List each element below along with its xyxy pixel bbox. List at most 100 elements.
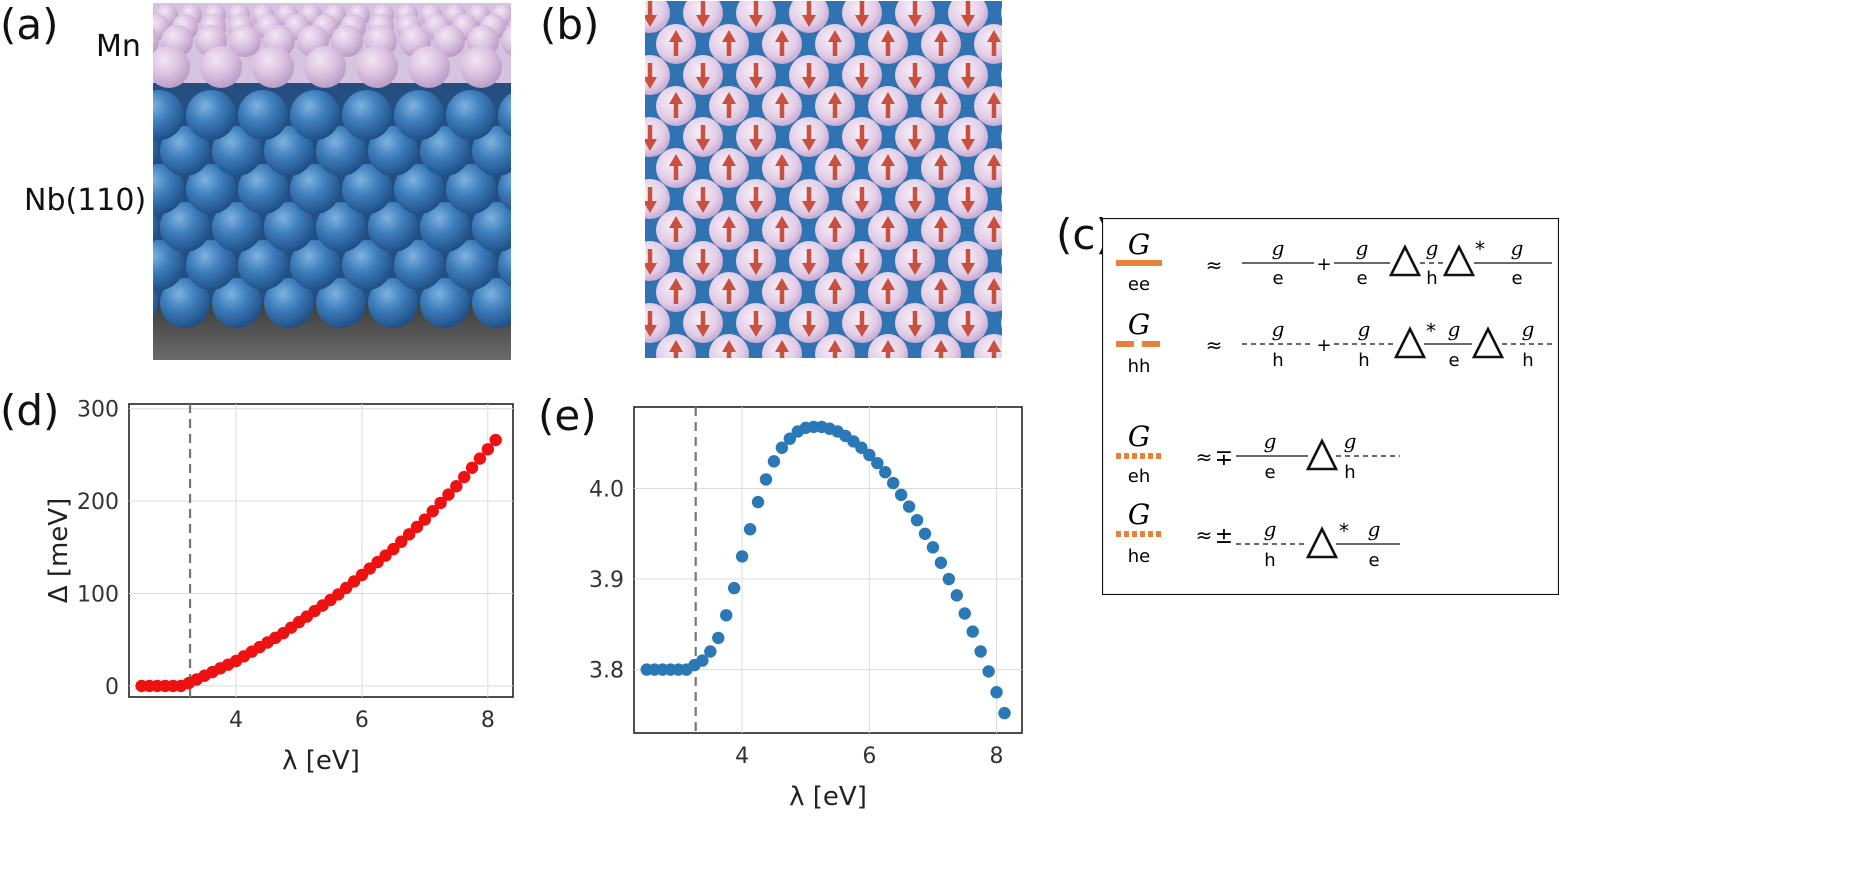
nb-atom [316, 126, 366, 176]
g-hh-symbol: G [1128, 308, 1150, 341]
x-tick-label: 6 [355, 708, 369, 733]
nb-atom [498, 167, 511, 211]
mn-site [1001, 68, 1002, 82]
data-point [950, 589, 964, 602]
gee-t3-h: h [1426, 268, 1437, 289]
data-point [473, 452, 487, 465]
data-point [871, 456, 884, 470]
mn-atom [331, 25, 363, 57]
arrow-head [749, 325, 763, 337]
plot-area [633, 406, 1023, 734]
data-point [886, 476, 900, 490]
data-point [712, 631, 725, 645]
data-point [958, 607, 971, 620]
ghe-approx: ≈ [1196, 523, 1213, 547]
arrow-head [987, 30, 1001, 42]
y-axis-label: Δ [meV] [44, 498, 74, 603]
panel-b-label: (b) [540, 0, 600, 49]
nb-atom [394, 90, 444, 140]
nb-atom [368, 278, 418, 328]
nb-atom [212, 278, 262, 328]
nb-atom [238, 90, 288, 140]
nb-atom [160, 202, 210, 252]
mn-atom [304, 46, 346, 88]
arrow-head [908, 139, 922, 151]
data-point [450, 480, 463, 493]
data-point [434, 496, 447, 510]
nb-atom [186, 90, 236, 140]
arrow-head [802, 325, 816, 337]
nb-atom [153, 212, 158, 242]
data-point [775, 441, 789, 454]
arrow-head [961, 201, 975, 213]
nb-atom [472, 126, 511, 176]
arrow-head [961, 15, 975, 27]
nb-atom [342, 240, 392, 290]
gee-t3-g: g [1426, 236, 1439, 260]
data-point [751, 495, 765, 509]
data-point [998, 706, 1011, 720]
arrow-head [749, 77, 763, 89]
x-tick-label: 4 [735, 744, 749, 769]
arrow-head [908, 15, 922, 27]
arrow-head [802, 77, 816, 89]
data-point [990, 686, 1003, 699]
nb-atom [153, 90, 184, 140]
ghh-plus: + [1316, 335, 1331, 356]
nb-atom [472, 202, 511, 252]
arrow-head [934, 92, 948, 104]
nb-atom [498, 93, 511, 137]
plot-area [128, 403, 514, 698]
arrow-head [645, 77, 657, 89]
nb-atom [368, 126, 418, 176]
data-point [489, 433, 502, 447]
data-point [727, 581, 741, 595]
ghe-subscript: he [1128, 546, 1150, 567]
mn-atom [153, 28, 159, 54]
nb-atom [342, 90, 392, 140]
nb-atom [342, 164, 392, 214]
arrow-head [855, 201, 869, 213]
y-tick-label: 3.8 [589, 659, 624, 684]
nb-atom [238, 240, 288, 290]
arrow-head [908, 263, 922, 275]
data-point [387, 542, 400, 556]
row-gee: G ee ≈ g e + g e g h * g e [1116, 228, 1552, 295]
arrow-head [881, 216, 895, 228]
data-point [410, 520, 424, 534]
nb-atom [368, 202, 418, 252]
y-tick-label: 300 [77, 398, 119, 423]
ghe-t2-g: g [1368, 517, 1381, 541]
nb-layer-label: Nb(110) [24, 183, 147, 218]
data-point [767, 455, 781, 468]
arrow-head [881, 340, 895, 352]
arrow-head [881, 30, 895, 42]
mn-atom [229, 25, 261, 57]
arrow-head [669, 154, 683, 166]
data-point [926, 541, 940, 554]
y-axis-label: mz [μB] [560, 524, 563, 616]
mn-atom [501, 26, 511, 56]
arrow-head [987, 154, 1001, 166]
arrow-head [828, 154, 842, 166]
mn-nb-slab-illustration [153, 3, 511, 360]
arrow-head [696, 201, 710, 213]
nb-atom [290, 90, 340, 140]
nb-atom [472, 278, 511, 328]
data-point [879, 466, 892, 479]
mn-atom [460, 46, 502, 88]
arrow-head [934, 154, 948, 166]
arrow-head [722, 340, 736, 352]
arrow-head [775, 216, 789, 228]
data-point [402, 528, 416, 541]
data-point [465, 461, 479, 474]
arrow-head [828, 278, 842, 290]
mn-atom [433, 25, 465, 57]
arrow-head [828, 340, 842, 352]
arrow-head [802, 139, 816, 151]
gee-t1-g: g [1272, 236, 1285, 260]
nb-atom [316, 278, 366, 328]
gee-t4-e: e [1511, 268, 1522, 289]
mn-site [1001, 130, 1002, 144]
data-point [934, 556, 948, 569]
